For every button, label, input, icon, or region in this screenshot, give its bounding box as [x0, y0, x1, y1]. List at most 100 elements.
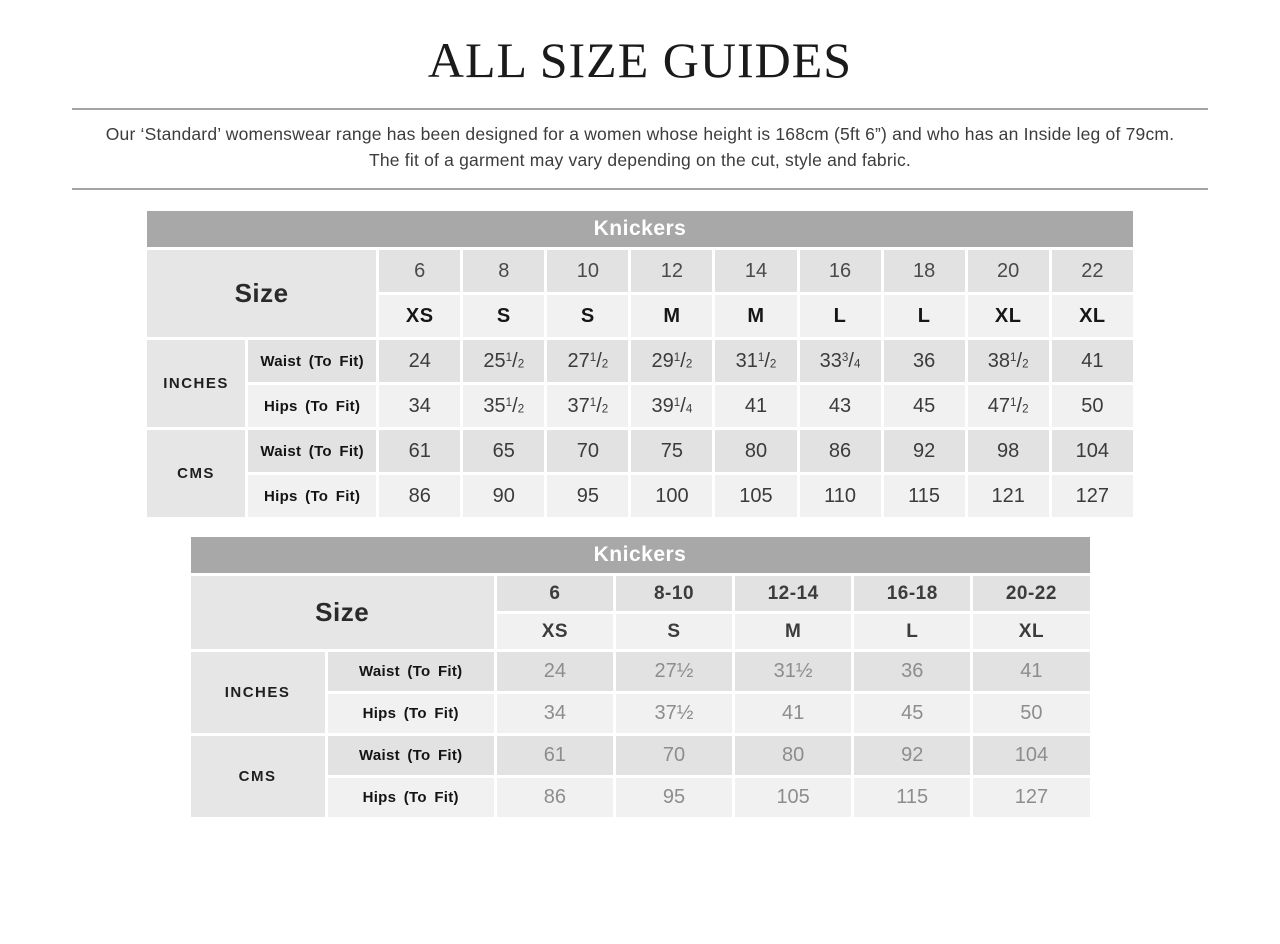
bottom-divider	[72, 188, 1208, 190]
size-number-cell: 18	[883, 250, 965, 292]
value-cell: 115	[854, 778, 971, 817]
value-cell: 115	[883, 475, 965, 517]
value-cell: 34	[379, 385, 461, 427]
value-cell: 391/4	[631, 385, 713, 427]
value-cell: 45	[854, 694, 971, 733]
inches-hips-row: Hips (To Fit) 34 351/2 371/2 391/4 41 43…	[147, 385, 1133, 427]
value-cell: 37½	[615, 694, 733, 733]
size-letter-cell: XL	[967, 295, 1049, 337]
value-cell: 65	[463, 430, 545, 472]
measure-label-cell: Waist (To Fit)	[248, 340, 377, 382]
size-letters-row: XS S M L XL	[191, 614, 1090, 649]
size-letter-cell: M	[735, 614, 852, 649]
value-cell: 70	[615, 736, 733, 775]
size-number-cell: 20-22	[973, 576, 1090, 611]
size-table-standard: Knickers Size 6 8 10 12 14 16 18 20 22 X…	[144, 208, 1136, 520]
unit-cell-cms: CMS	[147, 430, 246, 517]
size-number-cell: 10	[547, 250, 629, 292]
inches-waist-row: INCHES Waist (To Fit) 24 251/2 271/2 291…	[147, 340, 1133, 427]
size-number-cell: 12	[631, 250, 713, 292]
size-letters-row: XS S S M M L L XL XL	[147, 295, 1133, 337]
measure-label-cell: Hips (To Fit)	[248, 475, 377, 517]
value-cell: 121	[967, 475, 1049, 517]
measure-label-cell: Waist (To Fit)	[327, 736, 494, 775]
value-cell: 110	[799, 475, 881, 517]
size-letter-cell: S	[547, 295, 629, 337]
value-cell: 31½	[735, 652, 852, 691]
value-cell: 45	[883, 385, 965, 427]
value-cell: 311/2	[715, 340, 797, 382]
cms-waist-row: CMS Waist (To Fit) 61 65 70 75 80 86 92 …	[147, 430, 1133, 517]
value-cell: 271/2	[547, 340, 629, 382]
value-cell: 100	[631, 475, 713, 517]
measure-label-cell: Waist (To Fit)	[248, 430, 377, 472]
size-letter-cell: L	[883, 295, 965, 337]
value-cell: 333/4	[799, 340, 881, 382]
value-cell: 98	[967, 430, 1049, 472]
value-cell: 61	[379, 430, 461, 472]
size-number-cell: 8-10	[615, 576, 733, 611]
size-letter-cell: M	[631, 295, 713, 337]
size-letter-cell: XL	[973, 614, 1090, 649]
cms-hips-row: Hips (To Fit) 86 95 105 115 127	[191, 778, 1090, 817]
size-number-cell: 8	[463, 250, 545, 292]
top-divider	[72, 108, 1208, 110]
intro-text: Our ‘Standard’ womenswear range has been…	[105, 124, 1175, 170]
table-title: Knickers	[190, 537, 1090, 573]
inches-hips-row: Hips (To Fit) 34 37½ 41 45 50	[191, 694, 1090, 733]
size-letter-cell: L	[854, 614, 971, 649]
table-header-row: Knickers	[190, 537, 1090, 573]
table-header-row: Knickers	[147, 211, 1133, 247]
size-letter-cell: S	[615, 614, 733, 649]
value-cell: 50	[973, 694, 1090, 733]
measure-label-cell: Hips (To Fit)	[248, 385, 377, 427]
size-number-cell: 20	[967, 250, 1049, 292]
value-cell: 104	[973, 736, 1090, 775]
size-letter-cell: L	[799, 295, 881, 337]
unit-cell-inches: INCHES	[147, 340, 246, 427]
inches-waist-row: INCHES Waist (To Fit) 24 27½ 31½ 36 41	[190, 652, 1090, 733]
value-cell: 92	[854, 736, 971, 775]
size-letter-cell: S	[463, 295, 545, 337]
value-cell: 291/2	[631, 340, 713, 382]
value-cell: 95	[615, 778, 733, 817]
unit-cell-cms: CMS	[190, 736, 325, 817]
cms-hips-row: Hips (To Fit) 86 90 95 100 105 110 115 1…	[147, 475, 1133, 517]
value-cell: 90	[463, 475, 545, 517]
value-cell: 27½	[615, 652, 733, 691]
unit-cell-inches: INCHES	[190, 652, 325, 733]
size-number-cell: 16-18	[854, 576, 971, 611]
size-letter-cell: XS	[379, 295, 461, 337]
size-letter-cell: XL	[1051, 295, 1133, 337]
value-cell: 75	[631, 430, 713, 472]
value-cell: 70	[547, 430, 629, 472]
value-cell: 24	[496, 652, 613, 691]
value-cell: 86	[799, 430, 881, 472]
value-cell: 371/2	[547, 385, 629, 427]
size-table-grouped: Knickers Size 6 8-10 12-14 16-18 20-22 X…	[188, 534, 1093, 820]
measure-label-cell: Waist (To Fit)	[327, 652, 494, 691]
size-guide-page: ALL SIZE GUIDES Our ‘Standard’ womenswea…	[0, 33, 1280, 820]
value-cell: 50	[1051, 385, 1133, 427]
value-cell: 86	[379, 475, 461, 517]
cms-waist-row: CMS Waist (To Fit) 61 70 80 92 104	[190, 736, 1090, 817]
size-number-cell: 16	[799, 250, 881, 292]
size-number-cell: 14	[715, 250, 797, 292]
page-title: ALL SIZE GUIDES	[427, 32, 853, 88]
size-number-cell: 22	[1051, 250, 1133, 292]
value-cell: 41	[735, 694, 852, 733]
value-cell: 41	[1051, 340, 1133, 382]
value-cell: 351/2	[463, 385, 545, 427]
size-number-cell: 6	[496, 576, 613, 611]
measure-label-cell: Hips (To Fit)	[327, 778, 494, 817]
value-cell: 127	[973, 778, 1090, 817]
value-cell: 95	[547, 475, 629, 517]
value-cell: 92	[883, 430, 965, 472]
value-cell: 127	[1051, 475, 1133, 517]
size-number-cell: 6	[379, 250, 461, 292]
value-cell: 251/2	[463, 340, 545, 382]
value-cell: 105	[735, 778, 852, 817]
value-cell: 41	[715, 385, 797, 427]
value-cell: 86	[496, 778, 613, 817]
value-cell: 80	[715, 430, 797, 472]
